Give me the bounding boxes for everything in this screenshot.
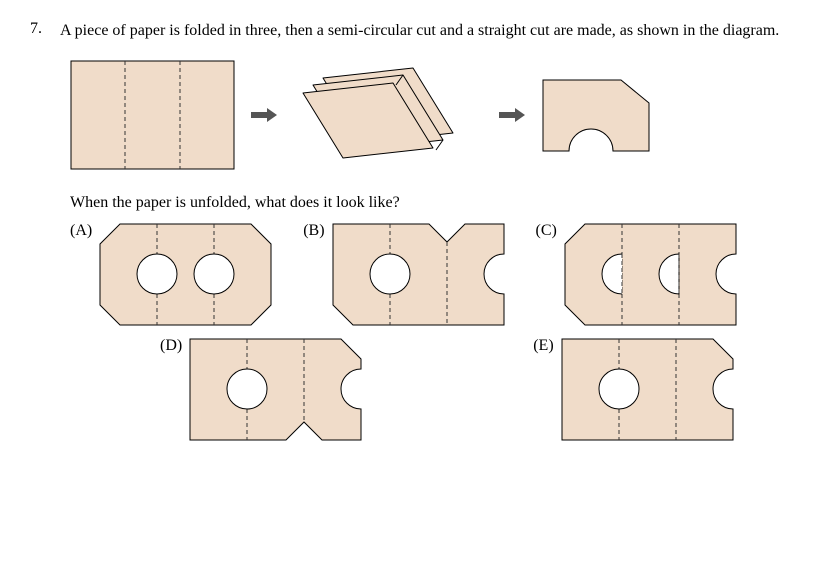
option-label-E: (E): [533, 337, 553, 355]
diagram-flat-paper: [70, 60, 235, 170]
option-C-figure: [563, 222, 738, 327]
options-grid: (A) (B) (C): [70, 222, 783, 442]
option-D: (D): [160, 337, 363, 442]
arrow-icon: [499, 108, 525, 122]
diagram-cut-piece: [541, 78, 651, 153]
question-header: 7. A piece of paper is folded in three, …: [30, 20, 783, 42]
question-text: A piece of paper is folded in three, the…: [60, 20, 783, 42]
diagram-folded-paper: [293, 63, 483, 168]
option-A: (A): [70, 222, 273, 327]
option-label-D: (D): [160, 337, 182, 355]
option-A-figure: [98, 222, 273, 327]
option-E-figure: [560, 337, 735, 442]
option-C: (C): [536, 222, 738, 327]
options-row-1: (A) (B) (C): [70, 222, 783, 327]
option-label-A: (A): [70, 222, 92, 240]
option-B: (B): [303, 222, 505, 327]
diagram-row: [70, 60, 783, 170]
option-B-figure: [331, 222, 506, 327]
arrow-icon: [251, 108, 277, 122]
option-D-figure: [188, 337, 363, 442]
option-E: (E): [533, 337, 734, 442]
sub-question: When the paper is unfolded, what does it…: [70, 194, 783, 212]
question-number: 7.: [30, 20, 48, 42]
option-label-C: (C): [536, 222, 557, 240]
options-row-2: (D) (E): [160, 337, 783, 442]
option-label-B: (B): [303, 222, 324, 240]
